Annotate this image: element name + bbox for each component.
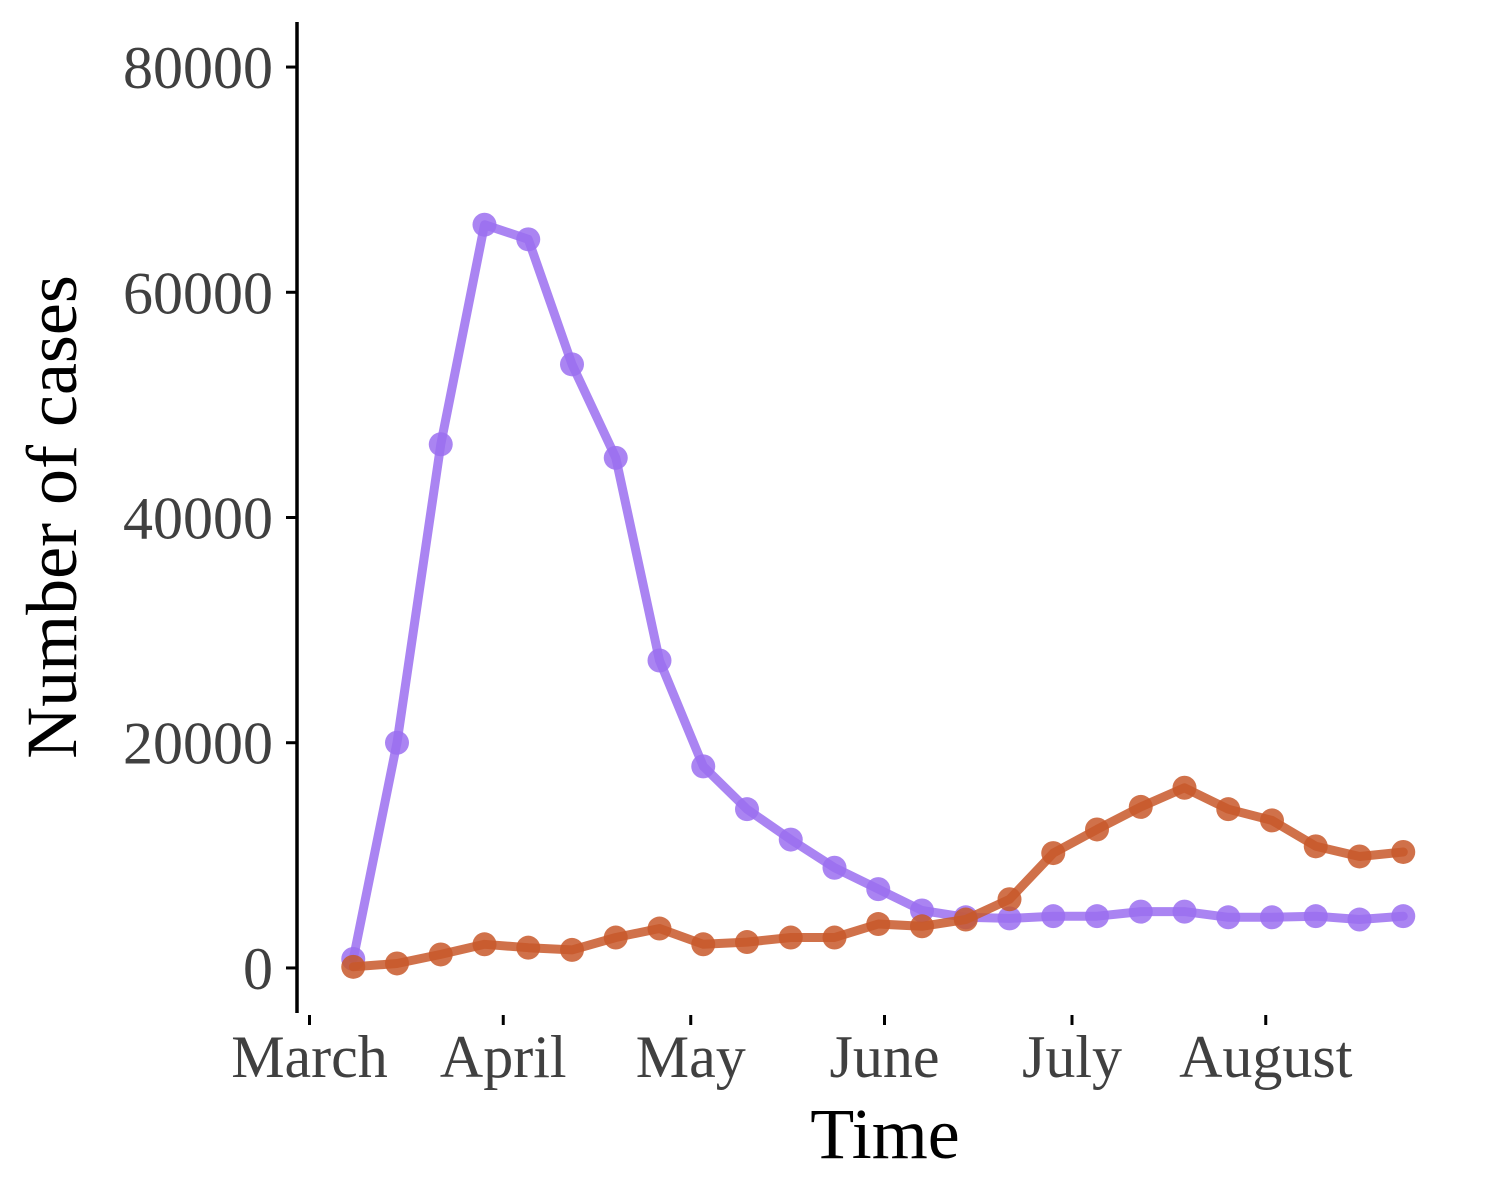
series-2-point [1216, 797, 1241, 822]
series-1-point [428, 432, 453, 457]
series-2-point [1391, 839, 1416, 864]
series-1-point [778, 827, 803, 852]
series-2-point [691, 932, 716, 957]
series-1-point [603, 445, 628, 470]
series-2-point [341, 954, 366, 979]
y-tick-label: 80000 [123, 35, 273, 101]
series-2-point [1260, 808, 1284, 833]
y-tick-label: 0 [243, 936, 273, 1002]
y-tick-label: 20000 [123, 711, 273, 777]
series-1-point [822, 855, 847, 880]
series-1-point [1172, 899, 1197, 924]
series-2-point [997, 887, 1022, 912]
series-2-point [1172, 775, 1197, 800]
series-1-point [1303, 904, 1328, 929]
series-2-point [516, 935, 541, 960]
series-1-point [691, 754, 716, 779]
series-2-point [953, 907, 978, 932]
y-tick-label: 60000 [123, 260, 273, 326]
series-layer [341, 212, 1416, 979]
series-2-point [735, 930, 759, 955]
series-2-point [1041, 841, 1066, 866]
series-2-point [910, 914, 934, 939]
series-1-point [1216, 905, 1241, 930]
x-tick-label: March [231, 1024, 388, 1090]
x-axis-title: Time [810, 1094, 959, 1174]
series-1-point [1260, 905, 1284, 930]
series-1-point [560, 352, 584, 377]
series-2-point [1128, 794, 1153, 819]
series-1-line [348, 220, 1408, 964]
x-tick-label: April [440, 1024, 567, 1090]
series-1-point [866, 877, 891, 902]
y-axis-title: Number of cases [12, 275, 92, 759]
series-2-point [472, 932, 497, 957]
series-2-point [647, 916, 672, 941]
series-1-point [516, 227, 541, 252]
series-1-point [647, 648, 672, 673]
series-2-point [1347, 844, 1372, 869]
series-2-point [778, 925, 803, 950]
series-2-point [603, 925, 628, 950]
series-1-point [1347, 907, 1372, 932]
x-tick-label: May [636, 1024, 746, 1090]
series-1-point [385, 730, 409, 755]
x-tick-label: July [1022, 1024, 1122, 1090]
series-2-point [866, 912, 891, 937]
series-2-point [822, 925, 847, 950]
y-tick-label: 40000 [123, 486, 273, 552]
series-1-point [1041, 904, 1066, 929]
x-ticks: March April May June July August [231, 1015, 1353, 1090]
series-2-point [1085, 817, 1109, 842]
y-ticks: 0 20000 40000 60000 80000 [123, 35, 297, 1002]
series-1-point [997, 906, 1022, 931]
series-2-point [1303, 834, 1328, 859]
series-1-point [1085, 904, 1109, 929]
series-1-point [1391, 904, 1416, 929]
x-tick-label: August [1179, 1024, 1353, 1090]
series-1-point [1128, 899, 1153, 924]
series-2-point [560, 937, 584, 962]
series-2-point [428, 942, 453, 967]
x-tick-label: June [830, 1024, 940, 1090]
series-2-point [385, 951, 409, 976]
series-1-point [472, 212, 497, 237]
series-1-point [735, 797, 759, 822]
